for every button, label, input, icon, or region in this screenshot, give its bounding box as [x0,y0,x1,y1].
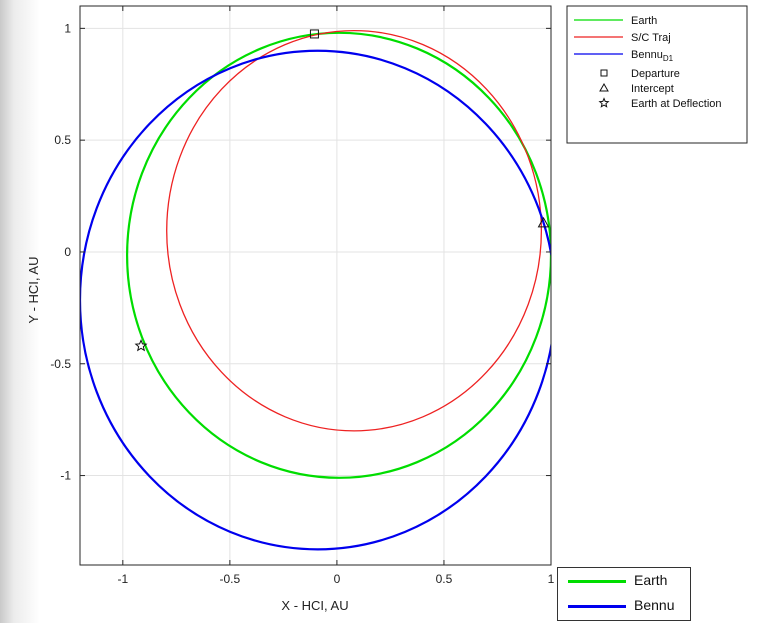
legend-item-earth: Earth [574,15,657,27]
y-tick-label: -1 [60,469,71,483]
legend-label: Intercept [631,83,674,95]
x-axis-label: X - HCI, AU [281,598,348,613]
ticks: -1 -0.5 0 0.5 1 1 0.5 0 -0.5 -1 [50,6,555,586]
x-tick-label: 1 [548,572,555,586]
earth-orbit-line [126,31,551,479]
legend-item-intercept: Intercept [599,82,674,95]
legend-label: Departure [631,68,680,80]
intercept-marker [537,216,550,228]
legend-triangle-icon [599,82,609,92]
secondary-legend-item-earth: Earth [558,571,692,591]
secondary-legend-item-bennu: Bennu [558,596,692,616]
legend-label: S/C Traj [631,32,671,44]
marker-layer [134,29,550,352]
legend-item-s-c-traj: S/C Traj [574,32,671,44]
bennu-line-swatch [568,605,626,608]
x-tick-label: 0.5 [436,572,453,586]
legend-label: Earth at Deflection [631,98,722,110]
departure-marker [309,29,319,39]
legend-square-icon [600,69,608,77]
legend-star-icon [598,97,610,108]
bennu-d1-orbit-line [80,49,551,551]
earth-line-swatch [568,580,626,583]
axes-box [79,5,552,566]
series-layer [80,29,551,551]
y-tick-label: 1 [64,21,71,35]
secondary-legend-label: Earth [634,572,668,588]
y-tick-label: -0.5 [50,357,71,371]
earth-at-deflection-marker [134,339,148,352]
y-axis-label: Y - HCI, AU [26,257,41,324]
legend-label: Earth [631,15,657,27]
legend-box [566,5,748,144]
s-c-traj-orbit-line [166,29,543,432]
y-tick-label: 0.5 [54,133,71,147]
x-tick-label: -1 [117,572,128,586]
x-tick-label: 0 [334,572,341,586]
y-tick-label: 0 [64,245,71,259]
secondary-legend-label: Bennu [634,597,675,613]
x-tick-label: -0.5 [220,572,241,586]
legend-item-earth-at-deflection: Earth at Deflection [598,97,722,110]
legend-item-departure: Departure [600,68,680,80]
secondary-legend: Earth Bennu [557,567,691,621]
